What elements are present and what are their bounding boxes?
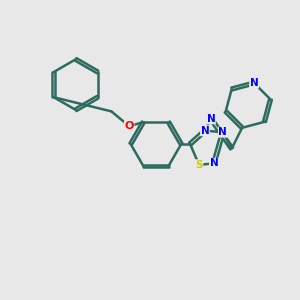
Text: N: N — [250, 78, 259, 88]
Text: N: N — [218, 127, 227, 137]
Text: O: O — [124, 121, 134, 131]
Text: N: N — [207, 114, 215, 124]
Text: S: S — [195, 160, 203, 170]
Text: N: N — [201, 126, 209, 136]
Text: N: N — [209, 158, 218, 168]
